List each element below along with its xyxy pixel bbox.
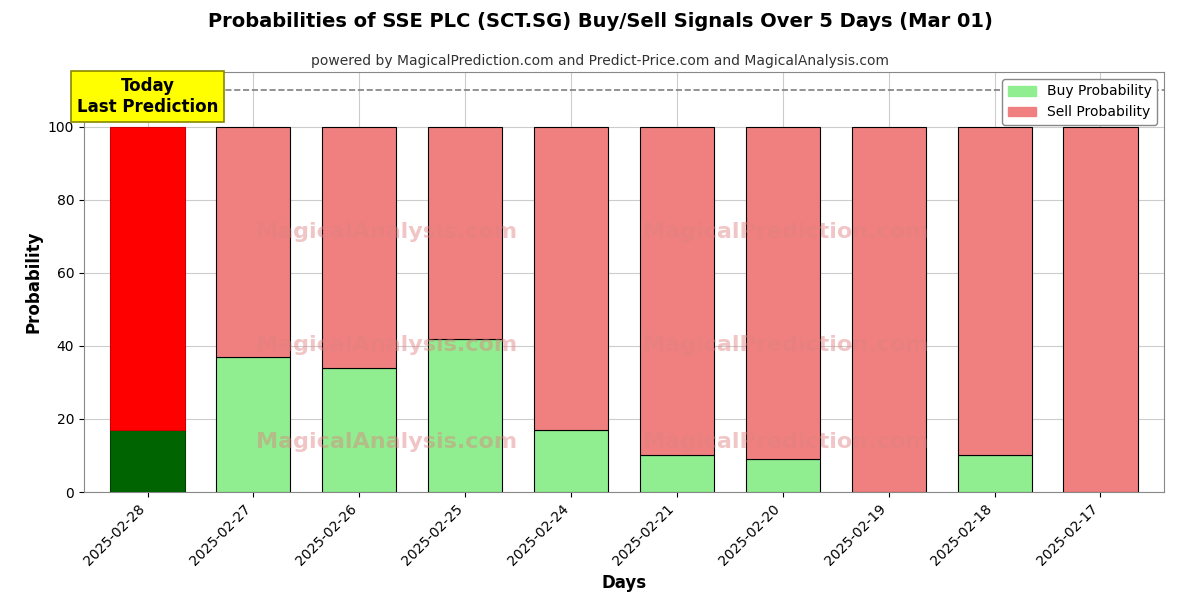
Legend: Buy Probability, Sell Probability: Buy Probability, Sell Probability	[1002, 79, 1157, 125]
Bar	[323, 127, 396, 368]
Text: MagicalPrediction.com: MagicalPrediction.com	[643, 335, 929, 355]
Bar	[534, 430, 608, 492]
Bar	[640, 455, 714, 492]
Bar	[640, 127, 714, 455]
Bar	[852, 127, 925, 492]
Bar	[958, 127, 1032, 455]
Text: Probabilities of SSE PLC (SCT.SG) Buy/Sell Signals Over 5 Days (Mar 01): Probabilities of SSE PLC (SCT.SG) Buy/Se…	[208, 12, 992, 31]
Bar	[110, 127, 185, 430]
Text: MagicalPrediction.com: MagicalPrediction.com	[643, 431, 929, 452]
Text: Today
Last Prediction: Today Last Prediction	[77, 77, 218, 116]
Bar	[428, 338, 503, 492]
Text: MagicalAnalysis.com: MagicalAnalysis.com	[256, 221, 517, 242]
Bar	[216, 127, 290, 357]
Text: MagicalPrediction.com: MagicalPrediction.com	[643, 221, 929, 242]
Bar	[1063, 127, 1138, 492]
Bar	[534, 127, 608, 430]
Bar	[323, 368, 396, 492]
Text: MagicalAnalysis.com: MagicalAnalysis.com	[256, 335, 517, 355]
X-axis label: Days: Days	[601, 574, 647, 592]
Bar	[110, 430, 185, 492]
Y-axis label: Probability: Probability	[24, 231, 42, 333]
Bar	[428, 127, 503, 338]
Bar	[745, 459, 820, 492]
Bar	[745, 127, 820, 459]
Text: powered by MagicalPrediction.com and Predict-Price.com and MagicalAnalysis.com: powered by MagicalPrediction.com and Pre…	[311, 54, 889, 68]
Text: MagicalAnalysis.com: MagicalAnalysis.com	[256, 431, 517, 452]
Bar	[958, 455, 1032, 492]
Bar	[216, 357, 290, 492]
